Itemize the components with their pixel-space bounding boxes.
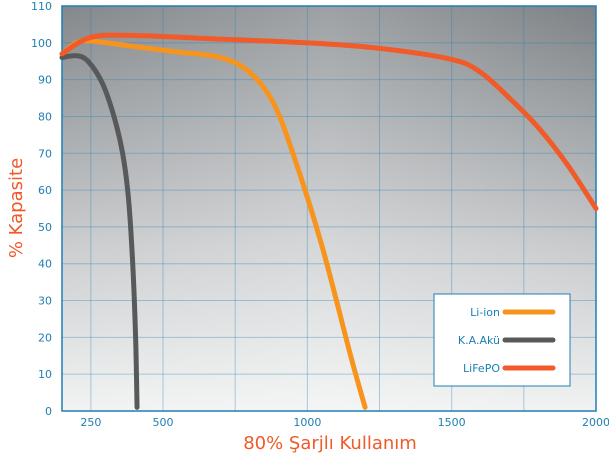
y-tick-label: 10 [38, 368, 52, 381]
y-tick-label: 100 [31, 37, 52, 50]
x-tick-label: 500 [153, 416, 174, 429]
y-tick-label: 110 [31, 0, 52, 13]
y-tick-label: 90 [38, 74, 52, 87]
y-tick-label: 80 [38, 110, 52, 123]
y-tick-label: 60 [38, 184, 52, 197]
y-tick-label: 70 [38, 147, 52, 160]
y-tick-label: 40 [38, 258, 52, 271]
y-tick-label: 20 [38, 331, 52, 344]
x-tick-labels: 250 500 1000 1500 2000 [80, 416, 609, 429]
x-tick-label: 2000 [582, 416, 609, 429]
y-tick-labels: 0 10 20 30 40 50 60 70 80 90 100 110 [31, 0, 52, 418]
series-lines [59, 32, 599, 410]
series-line-li-ion [59, 38, 368, 410]
legend-label: LiFePO [463, 362, 500, 375]
legend-label: K.A.Akü [458, 334, 500, 347]
legend: Li-ion K.A.Akü LiFePO [433, 293, 571, 387]
x-tick-label: 1500 [438, 416, 466, 429]
x-tick-label: 1000 [293, 416, 321, 429]
legend-label: Li-ion [470, 306, 500, 319]
series-line-k-a-ak- [59, 53, 140, 410]
y-axis-title: % Kapasite [6, 158, 27, 258]
x-axis-title: 80% Şarjlı Kullanım [243, 433, 417, 454]
series-line-lifepo [59, 32, 599, 211]
y-tick-label: 50 [38, 221, 52, 234]
x-tick-label: 250 [80, 416, 101, 429]
y-tick-label: 0 [45, 405, 52, 418]
y-tick-label: 30 [38, 295, 52, 308]
